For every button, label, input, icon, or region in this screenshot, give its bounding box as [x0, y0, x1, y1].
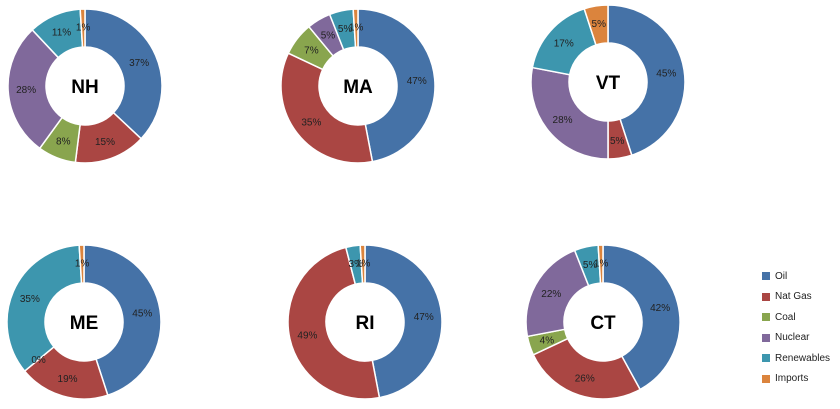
donut-vt: 45% 5% 28% 17% 5% VT [530, 4, 686, 160]
data-label-ct-nat-gas: 26% [575, 374, 595, 385]
data-label-ri-oil: 47% [414, 312, 434, 323]
data-label-me-nat-gas: 19% [58, 374, 78, 385]
legend-item-coal: Coal [762, 307, 838, 328]
slice-vt-oil [607, 4, 686, 157]
legend-item-renewables: Renewables [762, 348, 838, 369]
data-label-nh-imports: 1% [76, 23, 91, 34]
data-label-ct-oil: 42% [650, 303, 670, 314]
legend-item-nat-gas: Nat Gas [762, 287, 838, 308]
slice-vt-nuclear [530, 66, 609, 160]
slice-vt-imports [583, 4, 609, 46]
data-label-ma-renewables: 5% [338, 24, 353, 35]
center-label-nh: NH [71, 77, 98, 98]
legend-item-imports: Imports [762, 369, 838, 390]
data-label-ct-imports: 1% [594, 259, 609, 270]
data-label-me-renewables: 35% [20, 294, 40, 305]
legend-label-nat-gas: Nat Gas [775, 291, 812, 303]
data-label-nh-oil: 37% [129, 58, 149, 69]
data-label-ma-imports: 1% [349, 23, 364, 34]
legend-swatch-coal [762, 313, 770, 322]
data-label-ri-nat-gas: 49% [297, 330, 317, 341]
data-label-me-imports: 1% [75, 259, 90, 270]
data-label-nh-nuclear: 28% [16, 85, 36, 96]
data-label-nh-coal: 8% [56, 136, 71, 147]
data-label-ma-oil: 47% [407, 76, 427, 87]
slice-ma-nat-gas [280, 52, 374, 164]
data-label-ma-nuclear: 5% [321, 31, 336, 42]
legend-label-oil: Oil [775, 270, 788, 282]
data-label-me-coal: 0% [31, 355, 46, 366]
donut-nh: 37% 15% 8% 28% 11% 1% NH [7, 8, 163, 164]
data-label-me-oil: 45% [132, 308, 152, 319]
donut-me: 45% 19% 0% 35% 1% ME [6, 244, 162, 400]
center-label-vt: VT [596, 73, 621, 94]
slice-ct-imports [597, 244, 604, 284]
slice-ri-oil [364, 244, 443, 399]
legend-item-nuclear: Nuclear [762, 328, 838, 349]
data-label-vt-imports: 5% [592, 19, 607, 30]
center-label-ma: MA [343, 77, 373, 98]
slice-nh-imports [79, 8, 86, 48]
center-label-ri: RI [356, 313, 375, 334]
legend-label-renewables: Renewables [775, 352, 831, 364]
slice-me-oil [83, 244, 162, 397]
center-label-me: ME [70, 313, 99, 334]
slice-ct-oil [602, 244, 681, 391]
legend-label-coal: Coal [775, 311, 796, 323]
slice-ri-nat-gas [287, 246, 381, 400]
legend: Oil Nat Gas Coal Nuclear Renewables Impo… [762, 266, 838, 389]
data-label-ri-renewables: 3% [349, 259, 364, 270]
data-label-vt-nuclear: 28% [553, 115, 573, 126]
slice-nh-nuclear [7, 28, 64, 150]
slice-ma-oil [357, 8, 436, 163]
legend-item-oil: Oil [762, 266, 838, 287]
legend-swatch-renewables [762, 354, 770, 363]
data-label-vt-oil: 45% [656, 68, 676, 79]
data-label-ri-imports: 1% [356, 259, 371, 270]
data-label-ct-coal: 4% [540, 336, 555, 347]
data-label-nh-renewables: 11% [52, 27, 71, 38]
slice-ma-imports [352, 8, 359, 48]
data-label-ma-coal: 7% [304, 45, 319, 56]
slice-me-imports [78, 244, 85, 284]
donut-ri: 47% 49% 3%1% RI [287, 244, 443, 400]
donut-ct: 42% 26% 4% 22% 5%1% CT [525, 244, 681, 400]
center-label-ct: CT [590, 313, 616, 334]
slice-nh-oil [84, 8, 163, 140]
donut-ma: 47%35%7%5%5%1%MA [280, 8, 436, 164]
legend-swatch-nuclear [762, 333, 770, 342]
legend-swatch-imports [762, 374, 770, 383]
data-label-ct-nuclear: 22% [541, 289, 561, 300]
data-label-vt-nat-gas: 5% [610, 136, 625, 147]
legend-swatch-oil [762, 272, 770, 281]
legend-label-nuclear: Nuclear [775, 332, 810, 344]
data-label-nh-nat-gas: 15% [95, 137, 115, 148]
data-label-ma-nat-gas: 35% [301, 118, 321, 129]
data-label-vt-renewables: 17% [554, 38, 574, 49]
slice-me-renewables [6, 244, 83, 373]
legend-label-imports: Imports [775, 373, 809, 385]
slice-ri-imports [359, 244, 366, 284]
legend-swatch-nat-gas [762, 292, 770, 301]
data-label-ct-renewables: 5% [583, 260, 598, 271]
slice-ct-nat-gas [532, 337, 642, 400]
